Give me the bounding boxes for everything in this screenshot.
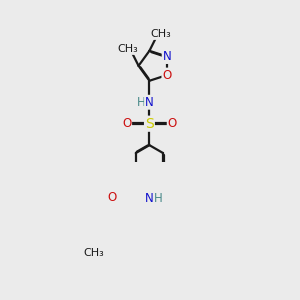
Text: N: N	[163, 50, 171, 63]
Text: O: O	[162, 68, 172, 82]
Text: CH₃: CH₃	[83, 248, 104, 258]
Text: O: O	[108, 191, 117, 204]
Text: N: N	[145, 96, 154, 109]
Text: CH₃: CH₃	[150, 29, 171, 39]
Text: S: S	[145, 117, 154, 131]
Text: H: H	[154, 193, 163, 206]
Text: CH₃: CH₃	[117, 44, 138, 54]
Text: O: O	[122, 117, 131, 130]
Text: N: N	[145, 192, 154, 205]
Text: O: O	[168, 117, 177, 130]
Text: H: H	[137, 96, 146, 109]
